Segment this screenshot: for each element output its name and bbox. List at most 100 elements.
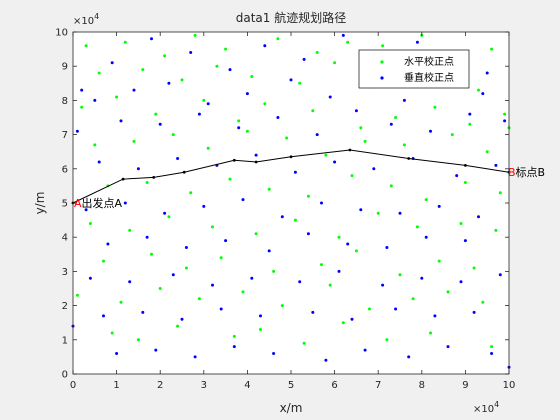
horizontal-correction-point xyxy=(254,232,258,236)
horizontal-correction-point xyxy=(232,334,236,338)
x-tick-label: 10 xyxy=(503,380,516,391)
horizontal-correction-point xyxy=(80,105,84,109)
vertical-correction-point xyxy=(232,345,236,349)
vertical-correction-point xyxy=(381,283,385,287)
flight-path-vertex xyxy=(232,158,236,162)
vertical-correction-point xyxy=(293,170,297,174)
vertical-correction-point xyxy=(289,78,293,82)
vertical-correction-point xyxy=(394,307,398,311)
x-tick-label: 4 xyxy=(244,380,250,391)
vertical-correction-point xyxy=(298,280,302,284)
horizontal-correction-point xyxy=(485,150,489,154)
vertical-correction-point xyxy=(455,174,459,178)
vertical-correction-point xyxy=(389,122,393,126)
vertical-correction-point xyxy=(341,33,345,37)
horizontal-correction-point xyxy=(145,181,149,184)
horizontal-correction-point xyxy=(337,235,341,239)
vertical-correction-point xyxy=(333,160,337,164)
vertical-correction-point xyxy=(463,239,467,243)
vertical-correction-point xyxy=(228,68,232,72)
horizontal-correction-point xyxy=(398,273,402,277)
horizontal-correction-point xyxy=(171,133,175,137)
legend-label-horizontal: 水平校正点 xyxy=(404,55,454,68)
vertical-correction-point xyxy=(494,163,498,167)
horizontal-correction-point xyxy=(450,133,454,137)
legend: 水平校正点 垂直校正点 xyxy=(358,49,470,89)
horizontal-correction-point xyxy=(490,345,494,349)
horizontal-correction-point xyxy=(123,40,127,44)
horizontal-correction-point xyxy=(132,139,136,143)
horizontal-correction-point xyxy=(381,44,385,48)
vertical-correction-point xyxy=(136,167,140,171)
flight-path-vertex xyxy=(289,155,293,159)
vertical-correction-point xyxy=(433,314,437,318)
horizontal-correction-point xyxy=(228,177,232,181)
horizontal-correction-point xyxy=(84,44,88,48)
vertical-correction-point xyxy=(280,215,284,219)
legend-marker-horizontal xyxy=(380,60,384,64)
vertical-correction-point xyxy=(363,348,367,352)
x-axis-label: x/m xyxy=(280,401,303,415)
vertical-correction-point xyxy=(459,280,463,284)
vertical-correction-point xyxy=(490,352,494,355)
horizontal-correction-point xyxy=(354,249,358,253)
vertical-correction-point xyxy=(267,249,271,253)
horizontal-correction-point xyxy=(333,61,337,65)
y-tick-label: 2 xyxy=(62,301,68,312)
vertical-correction-point xyxy=(106,242,110,246)
horizontal-correction-point xyxy=(197,297,201,301)
horizontal-correction-point xyxy=(263,102,267,106)
horizontal-correction-point xyxy=(206,146,210,150)
vertical-correction-point xyxy=(477,215,480,219)
end-point-label: B标点B xyxy=(508,165,545,179)
vertical-correction-point xyxy=(84,208,88,212)
vertical-correction-point xyxy=(415,40,419,44)
flight-path-vertex xyxy=(121,177,125,181)
vertical-correction-point xyxy=(320,201,323,205)
horizontal-correction-point xyxy=(250,75,254,78)
horizontal-correction-point xyxy=(363,139,367,143)
vertical-correction-point xyxy=(398,211,402,215)
horizontal-correction-point xyxy=(424,198,428,202)
vertical-correction-point xyxy=(128,280,132,284)
horizontal-correction-point xyxy=(167,215,171,219)
y-axis-label: y/m xyxy=(33,192,47,215)
flight-path-vertex xyxy=(152,176,156,179)
horizontal-correction-point xyxy=(202,98,206,102)
vertical-correction-point xyxy=(180,317,184,321)
horizontal-correction-point xyxy=(110,331,114,335)
horizontal-correction-point xyxy=(158,287,162,290)
vertical-correction-point xyxy=(245,92,249,96)
horizontal-correction-point xyxy=(376,211,380,215)
y-tick-label: 7 xyxy=(62,130,68,141)
vertical-correction-point xyxy=(254,153,258,157)
horizontal-correction-point xyxy=(93,143,97,147)
vertical-correction-point xyxy=(337,269,341,273)
vertical-correction-point xyxy=(119,119,123,123)
vertical-correction-point xyxy=(263,44,267,48)
vertical-correction-point xyxy=(158,122,162,126)
vertical-correction-point xyxy=(80,88,84,92)
vertical-correction-point xyxy=(481,92,485,96)
vertical-correction-point xyxy=(219,307,223,311)
vertical-correction-point xyxy=(145,235,149,239)
vertical-correction-point xyxy=(193,355,197,359)
horizontal-correction-point xyxy=(346,40,350,44)
horizontal-correction-point xyxy=(459,222,463,225)
vertical-correction-point xyxy=(424,235,428,239)
vertical-correction-point xyxy=(324,358,328,362)
vertical-correction-point xyxy=(359,208,363,212)
horizontal-correction-point xyxy=(184,266,188,270)
y-tick-label: 3 xyxy=(62,267,68,278)
legend-marker-vertical xyxy=(380,76,384,80)
horizontal-correction-point xyxy=(154,112,158,116)
horizontal-correction-point xyxy=(341,321,345,325)
vertical-correction-point xyxy=(110,61,114,65)
vertical-correction-point xyxy=(402,98,406,102)
vertical-correction-point xyxy=(115,352,119,355)
vertical-correction-point xyxy=(224,239,228,243)
vertical-correction-point xyxy=(97,160,101,164)
horizontal-correction-point xyxy=(119,300,123,304)
horizontal-correction-point xyxy=(311,109,315,113)
